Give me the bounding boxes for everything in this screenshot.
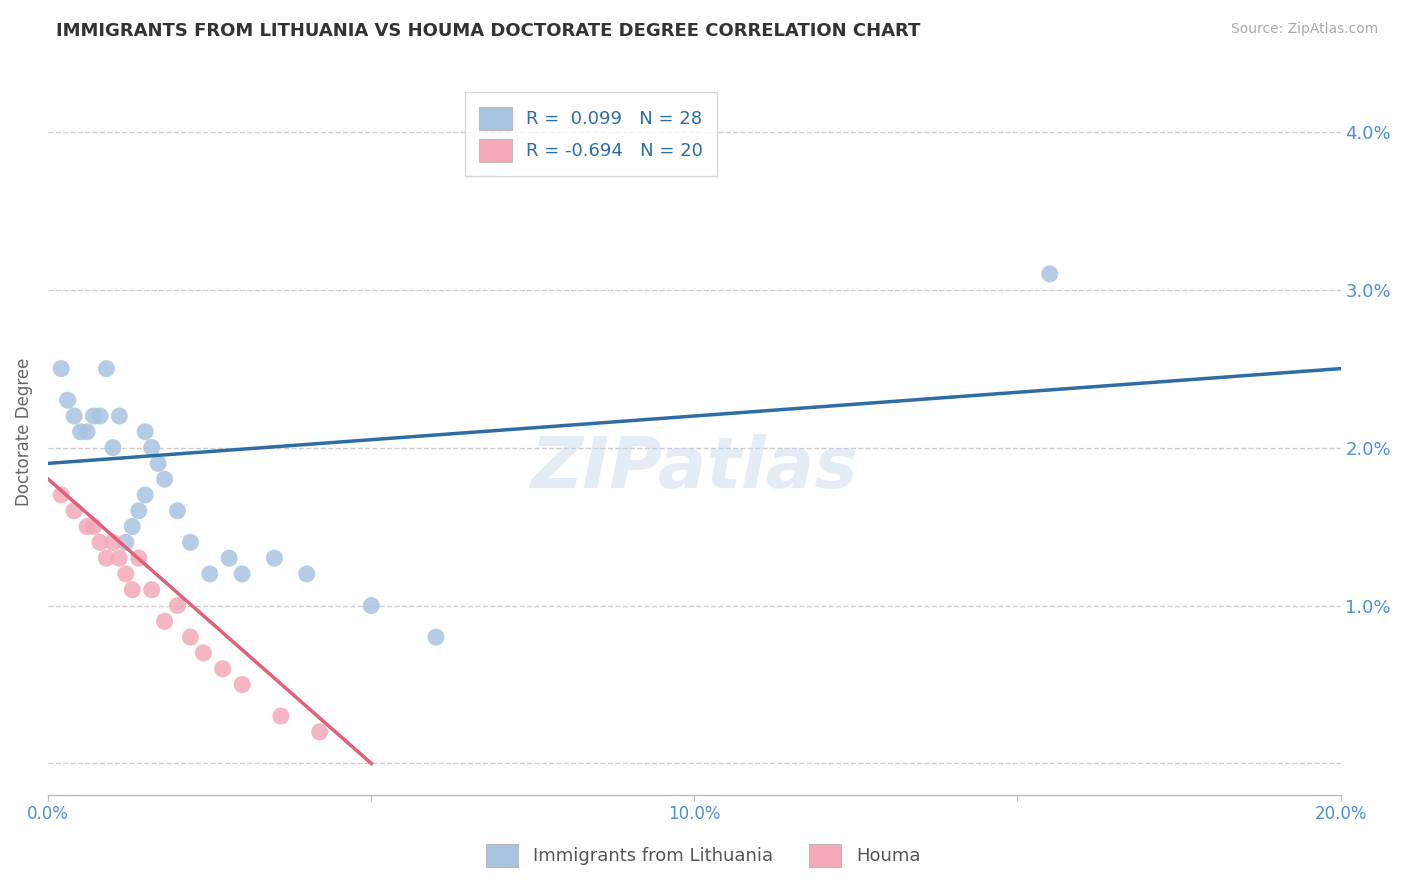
Point <box>101 441 124 455</box>
Text: ZIPatlas: ZIPatlas <box>530 434 858 502</box>
Point <box>96 551 118 566</box>
Point <box>114 566 136 581</box>
Point <box>425 630 447 644</box>
Point <box>101 535 124 549</box>
Point <box>63 409 86 423</box>
Point <box>121 582 143 597</box>
Point <box>263 551 285 566</box>
Point <box>51 488 73 502</box>
Point <box>83 409 105 423</box>
Point <box>63 504 86 518</box>
Point <box>108 409 131 423</box>
Point <box>166 504 188 518</box>
Point <box>166 599 188 613</box>
Point <box>231 677 253 691</box>
Point <box>96 361 118 376</box>
Text: IMMIGRANTS FROM LITHUANIA VS HOUMA DOCTORATE DEGREE CORRELATION CHART: IMMIGRANTS FROM LITHUANIA VS HOUMA DOCTO… <box>56 22 921 40</box>
Point <box>76 519 98 533</box>
Point <box>141 441 163 455</box>
Point <box>198 566 221 581</box>
Point <box>193 646 215 660</box>
Point <box>89 409 111 423</box>
Point <box>108 551 131 566</box>
Point <box>134 488 156 502</box>
Point <box>211 662 233 676</box>
Point <box>56 393 79 408</box>
Point <box>153 615 176 629</box>
Point <box>295 566 318 581</box>
Legend: R =  0.099   N = 28, R = -0.694   N = 20: R = 0.099 N = 28, R = -0.694 N = 20 <box>464 92 717 177</box>
Point <box>179 630 201 644</box>
Point <box>121 519 143 533</box>
Y-axis label: Doctorate Degree: Doctorate Degree <box>15 358 32 506</box>
Point <box>153 472 176 486</box>
Point <box>1039 267 1062 281</box>
Point <box>231 566 253 581</box>
Point <box>360 599 382 613</box>
Point <box>134 425 156 439</box>
Point <box>270 709 292 723</box>
Point <box>128 504 150 518</box>
Point <box>114 535 136 549</box>
Point <box>51 361 73 376</box>
Point <box>69 425 91 439</box>
Text: Source: ZipAtlas.com: Source: ZipAtlas.com <box>1230 22 1378 37</box>
Point <box>89 535 111 549</box>
Point <box>308 724 330 739</box>
Point <box>179 535 201 549</box>
Point <box>83 519 105 533</box>
Point <box>218 551 240 566</box>
Point <box>146 456 169 470</box>
Legend: Immigrants from Lithuania, Houma: Immigrants from Lithuania, Houma <box>478 837 928 874</box>
Point <box>76 425 98 439</box>
Point <box>141 582 163 597</box>
Point <box>128 551 150 566</box>
